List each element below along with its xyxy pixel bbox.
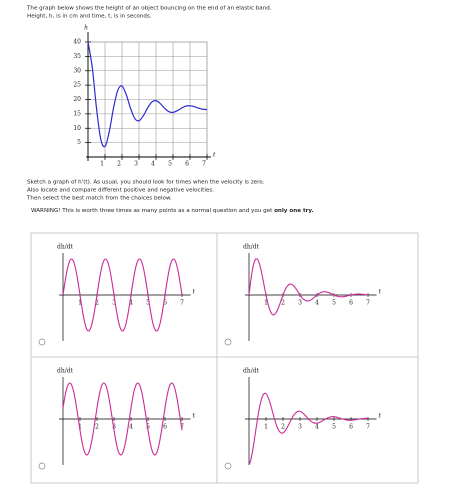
option-curve bbox=[62, 382, 183, 456]
y-tick-label: 15 bbox=[73, 110, 81, 117]
option-tick-label: 6 bbox=[163, 424, 167, 431]
option-y-label: dh/dt bbox=[57, 244, 74, 251]
option-curve bbox=[248, 392, 369, 466]
warning-bold: only one try. bbox=[274, 208, 314, 214]
x-tick-label: 6 bbox=[185, 161, 189, 168]
option-radio[interactable] bbox=[38, 338, 46, 346]
option-tick-label: 7 bbox=[180, 424, 184, 431]
option-x-label: t bbox=[379, 413, 382, 420]
option-radio[interactable] bbox=[38, 462, 46, 470]
y-tick-label: 25 bbox=[73, 82, 81, 89]
instruction-line: Also locate and compare different positi… bbox=[27, 188, 214, 194]
option-x-label: t bbox=[193, 413, 196, 420]
option-tick-label: 6 bbox=[349, 300, 353, 307]
option-y-label: dh/dt bbox=[243, 368, 260, 375]
option-tick-label: 4 bbox=[315, 424, 319, 431]
option-tick-label: 3 bbox=[112, 424, 116, 431]
option-tick-label: 7 bbox=[366, 300, 370, 307]
option-tick-label: 5 bbox=[146, 300, 150, 307]
option-tick-label: 5 bbox=[146, 424, 150, 431]
option-tick-label: 6 bbox=[349, 424, 353, 431]
intro-line: Height, h, is in cm and time, t, is in s… bbox=[27, 14, 152, 20]
option-tick-label: 7 bbox=[366, 424, 370, 431]
y-tick-label: 5 bbox=[77, 139, 81, 146]
warning-text: WARNING! This is worth three times as ma… bbox=[31, 208, 273, 214]
option-tick-label: 4 bbox=[129, 424, 133, 431]
option-curve bbox=[62, 258, 183, 332]
y-axis-label: h bbox=[84, 25, 88, 32]
option-tick-label: 1 bbox=[264, 300, 268, 307]
option-tick-label: 5 bbox=[332, 424, 336, 431]
option-tick-label: 3 bbox=[112, 300, 116, 307]
option-tick-label: 2 bbox=[95, 300, 99, 307]
option-tick-label: 4 bbox=[129, 300, 133, 307]
warning: WARNING! This is worth three times as ma… bbox=[31, 208, 314, 214]
option-tick-label: 2 bbox=[281, 300, 285, 307]
option-y-label: dh/dt bbox=[243, 244, 260, 251]
option-tick-label: 3 bbox=[298, 300, 302, 307]
x-axis-label: t bbox=[213, 152, 216, 159]
x-tick-label: 7 bbox=[202, 161, 206, 168]
option-radio[interactable] bbox=[224, 462, 232, 470]
instruction-line: Sketch a graph of h'(t). As usual, you s… bbox=[27, 180, 265, 186]
option-x-label: t bbox=[193, 289, 196, 296]
intro-line: The graph below shows the height of an o… bbox=[26, 6, 272, 12]
x-tick-label: 2 bbox=[117, 161, 121, 168]
y-tick-label: 10 bbox=[73, 125, 81, 132]
y-tick-label: 40 bbox=[73, 39, 81, 46]
option-tick-label: 2 bbox=[95, 424, 99, 431]
option-y-label: dh/dt bbox=[57, 368, 74, 375]
x-tick-label: 4 bbox=[151, 161, 155, 168]
option-tick-label: 7 bbox=[180, 300, 184, 307]
option-curve bbox=[248, 258, 369, 316]
option-x-label: t bbox=[379, 289, 382, 296]
instruction-line: Then select the best match from the choi… bbox=[26, 196, 172, 202]
option-tick-label: 5 bbox=[332, 300, 336, 307]
option-tick-label: 1 bbox=[264, 424, 268, 431]
options-frame bbox=[30, 232, 419, 484]
y-tick-label: 35 bbox=[73, 53, 81, 60]
x-tick-label: 3 bbox=[134, 161, 138, 168]
option-tick-label: 4 bbox=[315, 300, 319, 307]
y-tick-label: 20 bbox=[73, 96, 81, 103]
option-tick-label: 1 bbox=[78, 300, 82, 307]
option-tick-label: 3 bbox=[298, 424, 302, 431]
option-radio[interactable] bbox=[224, 338, 232, 346]
x-tick-label: 1 bbox=[100, 161, 104, 168]
x-tick-label: 5 bbox=[168, 161, 172, 168]
data-line bbox=[87, 41, 208, 148]
option-tick-label: 6 bbox=[163, 300, 167, 307]
y-tick-label: 30 bbox=[73, 67, 81, 74]
option-tick-label: 2 bbox=[281, 424, 285, 431]
